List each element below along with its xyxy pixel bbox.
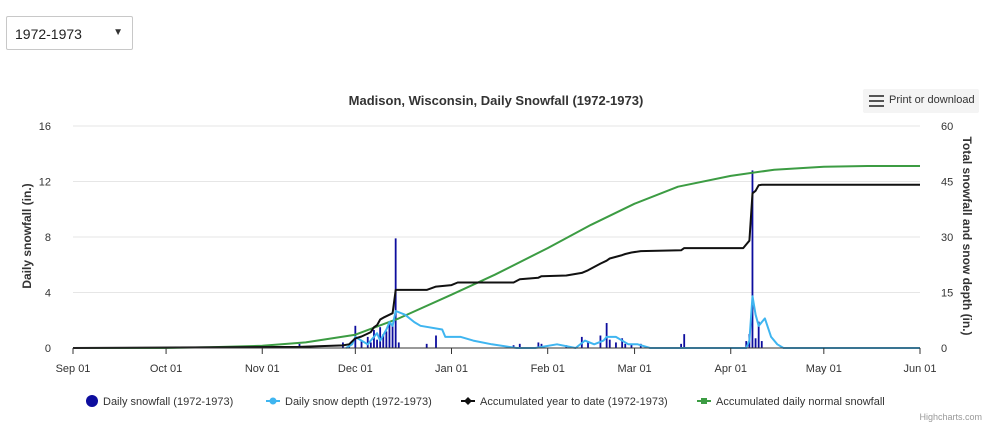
daily-snowfall-bar — [366, 336, 369, 348]
y-left-tick-label: 0 — [45, 343, 51, 355]
caret-down-icon: ▼ — [113, 27, 123, 38]
legend-label: Daily snow depth (1972-1973) — [285, 396, 432, 408]
legend-symbol — [86, 395, 98, 407]
legend-accumulated-normal[interactable]: Accumulated daily normal snowfall — [697, 396, 885, 408]
y-left-tick-label: 4 — [45, 288, 51, 300]
daily-snowfall-bar — [680, 343, 683, 348]
y-right-tick-label: 60 — [941, 121, 953, 133]
daily-snowfall-bar — [757, 321, 760, 348]
daily-snowfall-bar — [391, 325, 394, 348]
legend-daily-snowfall[interactable]: Daily snowfall (1972-1973) — [86, 395, 233, 408]
daily-snowfall-bar — [382, 334, 385, 348]
y-axis-left-title: Daily snowfall (in.) — [20, 183, 34, 288]
y-right-tick-label: 45 — [941, 177, 953, 189]
daily-snowfall-bar — [373, 329, 375, 348]
daily-snowfall-bar — [435, 335, 437, 348]
hamburger-menu-icon — [869, 95, 884, 107]
daily-snowfall-bar — [624, 343, 627, 348]
legend-symbol — [464, 397, 472, 405]
daily-snowfall-bar — [615, 342, 617, 348]
daily-snowfall-bar — [397, 342, 400, 348]
legend-accumulated-ytd[interactable]: Accumulated year to date (1972-1973) — [461, 396, 668, 408]
season-select[interactable]: 1972-1973 ▼ — [6, 16, 133, 50]
legend-snow-depth[interactable]: Daily snow depth (1972-1973) — [266, 396, 432, 408]
accumulated-normal-line — [73, 165, 920, 349]
y-right-tick-label: 30 — [941, 232, 953, 244]
x-tick-label: Nov 01 — [245, 363, 280, 375]
daily-snowfall-bar — [376, 339, 378, 348]
daily-snowfall-bar — [751, 170, 754, 348]
print-download-button[interactable]: Print or download — [863, 89, 979, 113]
highcharts-credits[interactable]: Highcharts.com — [919, 412, 982, 422]
daily-snowfall-bar — [385, 331, 388, 348]
daily-snowfall-bar — [388, 323, 391, 348]
x-tick-label: Dec 01 — [338, 363, 373, 375]
daily-snowfall-bar — [630, 343, 633, 348]
legend-label: Accumulated daily normal snowfall — [716, 396, 885, 408]
x-tick-label: Oct 01 — [150, 363, 182, 375]
x-tick-label: Mar 01 — [617, 363, 651, 375]
y-left-tick-label: 16 — [39, 121, 51, 133]
print-download-label: Print or download — [889, 94, 975, 106]
daily-snowfall-bar — [587, 341, 589, 348]
x-tick-label: Feb 01 — [531, 363, 565, 375]
y-left-tick-label: 12 — [39, 177, 51, 189]
y-right-tick-label: 0 — [941, 343, 947, 355]
daily-snowfall-bar — [425, 343, 428, 348]
accumulated-ytd-line — [72, 183, 920, 349]
daily-snowfall-bar — [518, 343, 521, 348]
y-axis-right-title: Total snowfall and snow depth (in.) — [960, 136, 974, 335]
daily-snowfall-bar — [605, 323, 608, 348]
legend-label: Accumulated year to date (1972-1973) — [480, 396, 668, 408]
daily-snowfall-bar — [608, 339, 611, 348]
daily-snowfall-bar — [540, 343, 543, 348]
daily-snowfall-bar — [760, 341, 763, 348]
legend-symbol — [269, 397, 277, 405]
x-tick-label: Jun 01 — [903, 363, 936, 375]
x-tick-label: Jan 01 — [435, 363, 468, 375]
x-tick-label: May 01 — [806, 363, 842, 375]
x-tick-label: Apr 01 — [715, 363, 747, 375]
y-left-tick-label: 8 — [45, 232, 51, 244]
chart-title: Madison, Wisconsin, Daily Snowfall (1972… — [349, 93, 644, 108]
daily-snowfall-bar — [754, 338, 757, 348]
legend-symbol — [701, 398, 707, 404]
x-tick-label: Sep 01 — [56, 363, 91, 375]
legend-label: Daily snowfall (1972-1973) — [103, 396, 233, 408]
daily-snowfall-bar — [360, 341, 363, 348]
daily-snowfall-bar — [683, 334, 686, 348]
daily-snowfall-bar — [369, 342, 372, 348]
y-right-tick-label: 15 — [941, 288, 953, 300]
daily-snowfall-bar — [537, 342, 540, 348]
daily-snowfall-bar — [621, 338, 624, 348]
daily-snowfall-bar — [745, 341, 748, 348]
season-select-value: 1972-1973 — [15, 26, 82, 42]
daily-snowfall-bar — [379, 327, 382, 348]
